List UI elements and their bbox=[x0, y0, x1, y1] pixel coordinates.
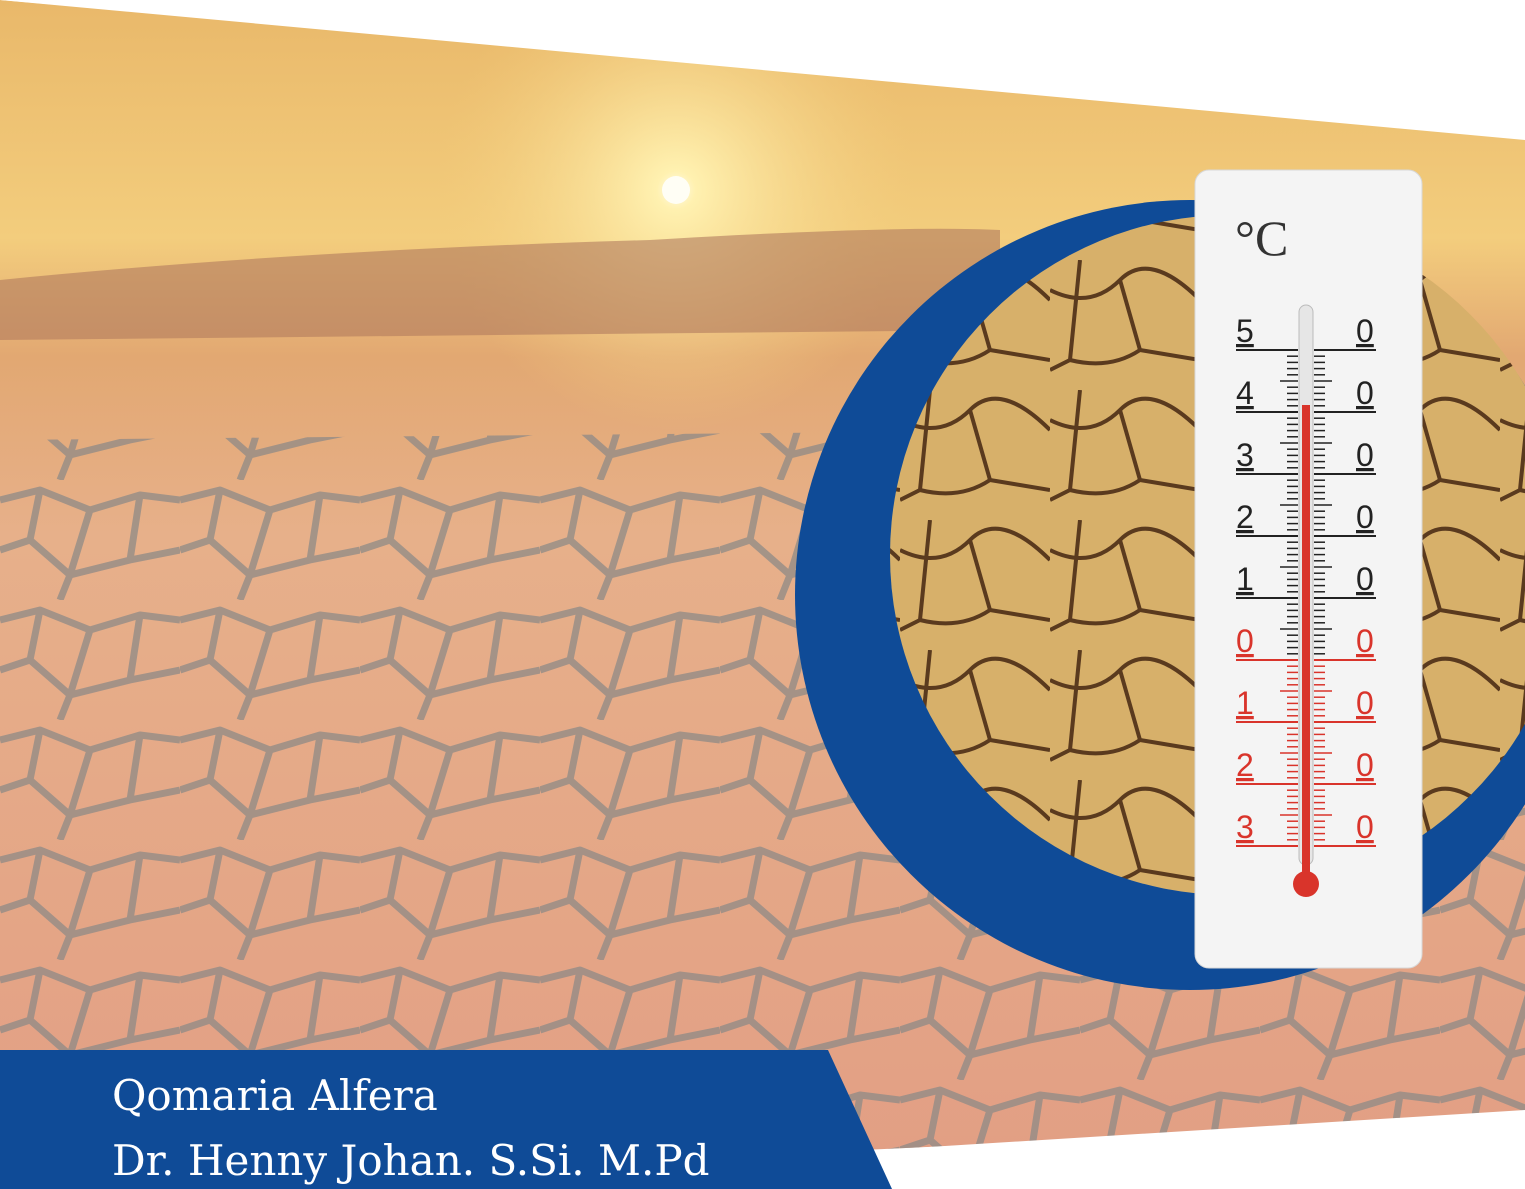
scale-label: 0 bbox=[1356, 561, 1374, 597]
thermometer: °C 5 0 4 0 3 0 2 0 1 0 0 0 1 0 2 0 3 0 bbox=[1194, 169, 1423, 969]
scale-label: 0 bbox=[1356, 685, 1374, 721]
scale-label: 4 bbox=[1236, 375, 1254, 411]
scale-label: 0 bbox=[1356, 499, 1374, 535]
hill bbox=[0, 228, 1000, 340]
scale-label: 3 bbox=[1236, 437, 1254, 473]
scale-label: 0 bbox=[1356, 623, 1374, 659]
scale-label: 0 bbox=[1356, 375, 1374, 411]
bulb bbox=[1293, 871, 1319, 897]
scale-label: 0 bbox=[1356, 313, 1374, 349]
scale-label: 1 bbox=[1236, 685, 1254, 721]
scale-label: 0 bbox=[1356, 809, 1374, 845]
bottom-white bbox=[880, 1110, 1525, 1189]
scale-label: 0 bbox=[1356, 437, 1374, 473]
scale-label: 0 bbox=[1236, 623, 1254, 659]
author-name: Dr. Henny Johan. S.Si. M.Pd bbox=[112, 1136, 710, 1185]
author-banner bbox=[0, 1050, 892, 1189]
scale-label: 0 bbox=[1356, 747, 1374, 783]
unit-label: °C bbox=[1235, 210, 1288, 266]
scale-label: 1 bbox=[1236, 561, 1254, 597]
mercury bbox=[1302, 405, 1310, 875]
author-name: Qomaria Alfera bbox=[112, 1071, 438, 1120]
scale-label: 3 bbox=[1236, 809, 1254, 845]
top-white bbox=[0, 0, 1525, 140]
scale-label: 5 bbox=[1236, 313, 1254, 349]
sun bbox=[662, 176, 690, 204]
scale-label: 2 bbox=[1236, 499, 1254, 535]
scale-label: 2 bbox=[1236, 747, 1254, 783]
